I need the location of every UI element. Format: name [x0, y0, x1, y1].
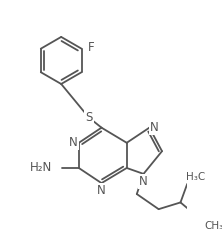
- Text: H₂N: H₂N: [30, 162, 52, 174]
- Text: N: N: [150, 121, 159, 134]
- Text: N: N: [97, 184, 106, 197]
- Text: H₃C: H₃C: [186, 172, 205, 182]
- Text: CH₃: CH₃: [204, 221, 222, 231]
- Text: F: F: [88, 40, 95, 54]
- Text: S: S: [85, 111, 93, 124]
- Text: N: N: [69, 136, 78, 149]
- Text: N: N: [139, 175, 148, 188]
